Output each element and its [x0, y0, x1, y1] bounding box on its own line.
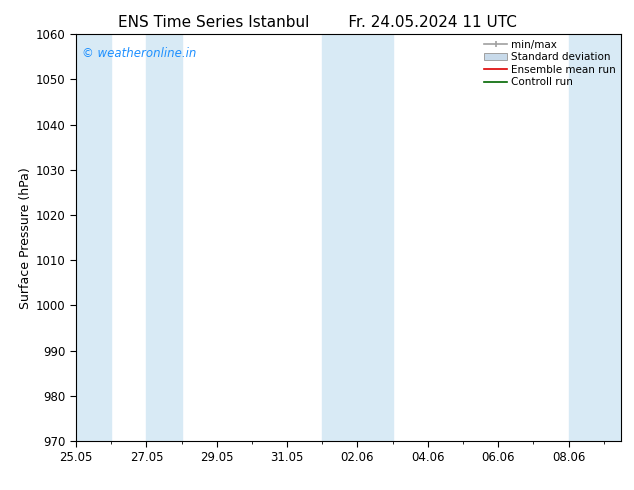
- Text: ENS Time Series Istanbul        Fr. 24.05.2024 11 UTC: ENS Time Series Istanbul Fr. 24.05.2024 …: [117, 15, 517, 30]
- Y-axis label: Surface Pressure (hPa): Surface Pressure (hPa): [19, 167, 32, 309]
- Bar: [146, 34, 181, 441]
- Bar: [322, 34, 392, 441]
- Bar: [569, 34, 621, 441]
- Legend: min/max, Standard deviation, Ensemble mean run, Controll run: min/max, Standard deviation, Ensemble me…: [482, 37, 618, 89]
- Text: © weatheronline.in: © weatheronline.in: [82, 47, 196, 59]
- Bar: [76, 34, 111, 441]
